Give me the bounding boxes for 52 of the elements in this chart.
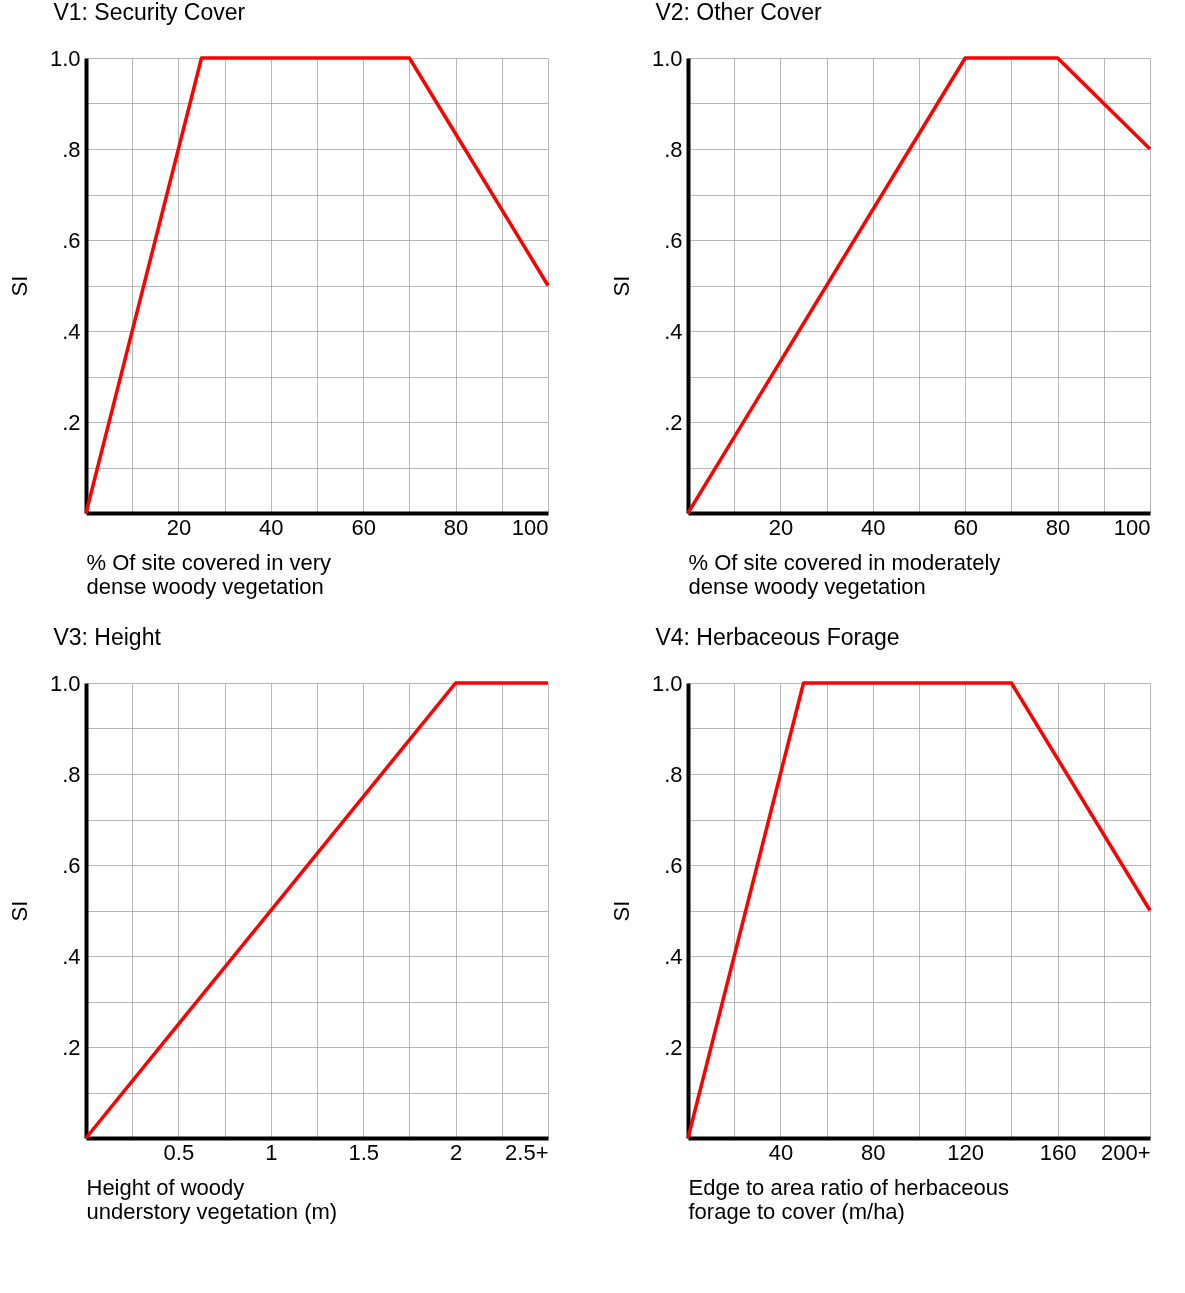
chart-title: V3: Height — [53, 624, 162, 650]
x-axis-title: Height of woody understory vegetation (m) — [86, 1174, 338, 1224]
x-tick-label: 80 — [443, 514, 469, 540]
y-tick-label: .2 — [62, 409, 81, 435]
chart-title: V4: Herbaceous Forage — [655, 624, 900, 650]
y-tick-label: .8 — [62, 136, 81, 162]
x-tick-label: 2.5+ — [505, 1139, 549, 1165]
y-tick-label: .6 — [62, 227, 81, 253]
y-axis-title: SI — [608, 900, 634, 922]
y-tick-label: .2 — [664, 409, 683, 435]
x-tick-label: 160 — [1039, 1139, 1077, 1165]
y-tick-label: .8 — [664, 136, 683, 162]
y-tick-label: 1.0 — [49, 670, 81, 696]
x-tick-label: 20 — [768, 514, 794, 540]
y-axis-title: SI — [6, 900, 32, 922]
x-tick-label: 60 — [351, 514, 376, 540]
x-tick-label: 60 — [953, 514, 978, 540]
y-tick-label: .2 — [62, 1034, 81, 1060]
x-tick-label: 1 — [265, 1139, 278, 1165]
y-tick-label: .6 — [62, 852, 81, 878]
y-tick-label: .8 — [62, 761, 81, 787]
y-tick-label: 1.0 — [651, 45, 683, 71]
y-tick-label: .2 — [664, 1034, 683, 1060]
y-tick-label: .4 — [664, 318, 683, 344]
x-tick-label: 40 — [768, 1139, 794, 1165]
x-tick-label: 40 — [861, 514, 886, 540]
x-tick-label: 200+ — [1100, 1139, 1151, 1165]
x-axis-title: Edge to area ratio of herbaceous forage to cover (m/ha) — [688, 1174, 1009, 1224]
x-tick-label: 120 — [947, 1139, 985, 1165]
x-tick-label: 80 — [861, 1139, 886, 1165]
x-axis-title: % Of site covered in very dense woody vegetation — [86, 549, 332, 599]
y-tick-label: .8 — [664, 761, 683, 787]
y-tick-label: .6 — [664, 227, 683, 253]
x-tick-label: 1.5 — [348, 1139, 379, 1165]
y-tick-label: 1.0 — [651, 670, 683, 696]
y-tick-label: .6 — [664, 852, 683, 878]
y-axis-title: SI — [608, 275, 634, 297]
y-tick-label: .4 — [62, 943, 81, 969]
x-tick-label: 100 — [511, 514, 549, 540]
chart-title: V1: Security Cover — [53, 0, 246, 25]
x-tick-label: 0.5 — [163, 1139, 195, 1165]
x-tick-label: 2 — [449, 1139, 463, 1165]
x-tick-label: 80 — [1045, 514, 1071, 540]
y-tick-label: .4 — [62, 318, 81, 344]
y-axis-title: SI — [6, 275, 32, 297]
y-tick-label: .4 — [664, 943, 683, 969]
x-tick-label: 40 — [259, 514, 284, 540]
x-axis-title: % Of site covered in moderately dense woody vegetation — [688, 549, 1001, 599]
x-tick-label: 100 — [1113, 514, 1151, 540]
chart-title: V2: Other Cover — [655, 0, 822, 25]
y-tick-label: 1.0 — [49, 45, 81, 71]
x-tick-label: 20 — [166, 514, 192, 540]
